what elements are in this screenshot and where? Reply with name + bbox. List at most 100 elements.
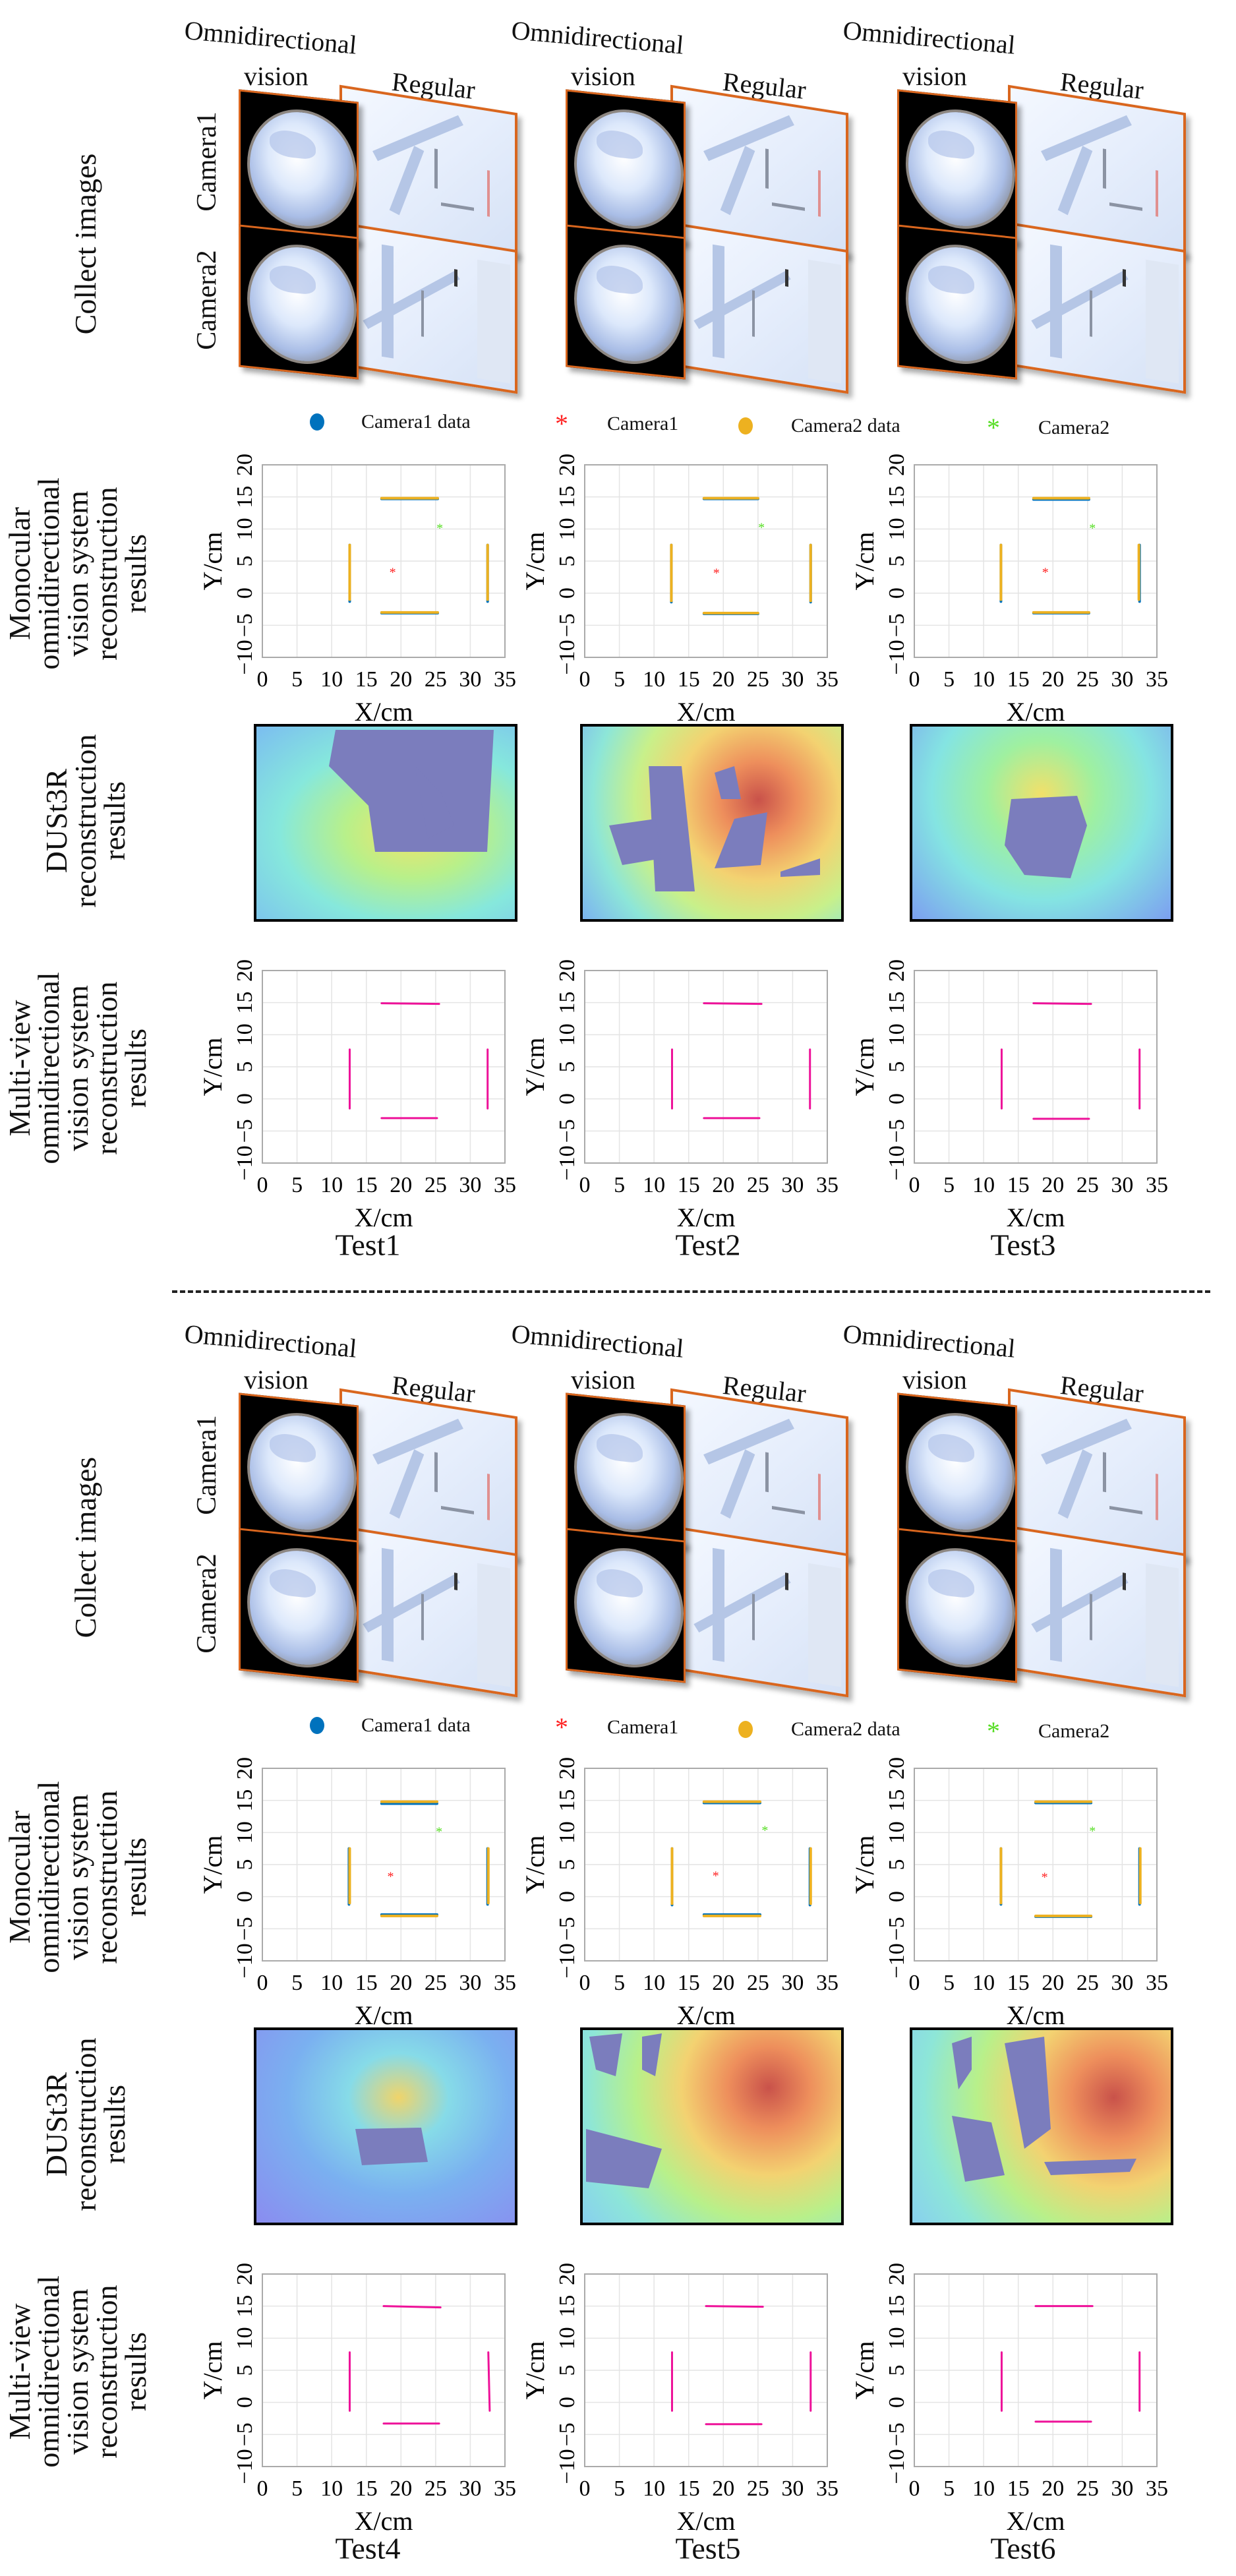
y-axis-label: Y/cm <box>520 532 550 591</box>
legend-label: Camera2 <box>1038 1720 1110 1742</box>
x-axis-label: X/cm <box>677 2000 736 2030</box>
y-tick-label: 0 <box>885 1891 909 1902</box>
fisheye-lens <box>247 239 357 370</box>
camera2-regular-image <box>339 222 517 394</box>
legend-label: Camera2 <box>1038 417 1110 438</box>
x-tick-label: 10 <box>320 1173 343 1197</box>
y-tick-label: 0 <box>233 587 257 599</box>
frame-beam <box>1057 1449 1093 1519</box>
fisheye-lens <box>906 1542 1015 1673</box>
fisheye-lens <box>247 1407 357 1538</box>
x-tick-label: 30 <box>1111 1173 1133 1197</box>
x-tick-label: 0 <box>257 667 268 692</box>
frame-beam <box>389 1449 425 1519</box>
y-tick-label: 0 <box>555 2397 579 2408</box>
x-tick-label: 10 <box>643 667 665 692</box>
marker-bar <box>434 1452 438 1493</box>
frame-beam <box>1031 1574 1129 1632</box>
frame-beam <box>389 146 425 216</box>
missing-depth-region <box>586 2129 662 2188</box>
y-tick-label: 15 <box>555 992 579 1014</box>
x-tick-label: 15 <box>678 1971 700 1995</box>
x-tick-label: 30 <box>459 667 481 692</box>
marker-bar <box>1090 290 1092 337</box>
dust3r-depth-image <box>580 2027 844 2225</box>
y-tick-label: −5 <box>233 613 257 637</box>
x-tick-label: 15 <box>678 667 700 692</box>
camera2-marker: * <box>758 520 765 535</box>
y-tick-label: 20 <box>885 1757 909 1780</box>
header-vision: vision <box>571 1365 635 1394</box>
x-tick-label: 25 <box>425 2476 447 2501</box>
fisheye-lens <box>906 104 1015 235</box>
camera2-omnidirectional-image <box>566 1528 686 1683</box>
x-tick-label: 25 <box>425 667 447 692</box>
marker-bar <box>1123 1573 1126 1590</box>
marker-bar <box>421 290 424 337</box>
x-tick-label: 35 <box>1146 1971 1168 1995</box>
fisheye-lens <box>574 104 684 235</box>
marker-bar <box>1103 1452 1106 1493</box>
marker-bar <box>441 202 474 211</box>
y-tick-label: 20 <box>885 959 909 982</box>
frame-beam <box>693 1574 791 1632</box>
x-tick-label: 0 <box>257 2476 268 2501</box>
y-tick-label: 0 <box>885 2397 909 2408</box>
x-tick-label: 25 <box>1076 667 1099 692</box>
y-tick-label: 20 <box>555 959 579 982</box>
row-label-dust3r: DUSt3R reconstruction results <box>40 2037 131 2211</box>
legend-label: Camera2 data <box>791 415 900 436</box>
missing-depth-region <box>329 730 494 852</box>
x-tick-label: 20 <box>390 1971 412 1995</box>
y-axis-label: Y/cm <box>850 532 879 591</box>
x-tick-label: 30 <box>781 1173 804 1197</box>
y-axis-label: Y/cm <box>198 2341 227 2400</box>
depth-holes <box>1005 796 1087 878</box>
x-axis-label: X/cm <box>1007 697 1065 727</box>
y-tick-label: 5 <box>555 556 579 567</box>
y-axis-label: Y/cm <box>198 532 227 591</box>
y-axis-label: Y/cm <box>198 1836 227 1894</box>
header-vision: vision <box>902 61 967 91</box>
y-tick-label: 0 <box>555 1093 579 1104</box>
plot-frame <box>262 2273 506 2467</box>
x-tick-label: 25 <box>747 1971 769 1995</box>
x-tick-label: 0 <box>909 667 920 692</box>
header-omnidirectional: Omnidirectional <box>183 1318 359 1363</box>
plot-frame <box>262 1768 506 1962</box>
x-tick-label: 0 <box>909 2476 920 2501</box>
y-tick-label: −10 <box>555 640 579 674</box>
y-tick-label: 15 <box>555 1789 579 1812</box>
marker-bar <box>454 1573 457 1590</box>
x-tick-label: 35 <box>816 667 839 692</box>
x-tick-label: 25 <box>425 1971 447 1995</box>
x-tick-label: 10 <box>643 1971 665 1995</box>
depth-holes <box>329 730 494 852</box>
x-axis-label: X/cm <box>1007 2506 1065 2536</box>
x-tick-label: 20 <box>712 2476 734 2501</box>
x-tick-label: 10 <box>972 1971 995 1995</box>
y-tick-label: 15 <box>233 2295 257 2318</box>
y-tick-label: 5 <box>233 556 257 567</box>
y-tick-label: −5 <box>885 1917 909 1940</box>
x-tick-label: 0 <box>579 2476 591 2501</box>
y-tick-label: −10 <box>233 1943 257 1978</box>
marker-bar <box>454 269 457 287</box>
frame-beam <box>720 1449 755 1519</box>
legend-marker-camera2: * <box>987 1716 1000 1746</box>
x-axis-label: X/cm <box>1007 2000 1065 2030</box>
x-tick-label: 35 <box>1146 1173 1168 1197</box>
x-tick-label: 30 <box>781 667 804 692</box>
marker-bar <box>441 1506 474 1514</box>
plot-frame <box>262 970 506 1164</box>
camera1-label: Camera1 <box>192 1415 222 1515</box>
y-tick-label: 15 <box>555 2295 579 2318</box>
x-tick-label: 30 <box>781 2476 804 2501</box>
marker-bar <box>1146 1563 1179 1687</box>
